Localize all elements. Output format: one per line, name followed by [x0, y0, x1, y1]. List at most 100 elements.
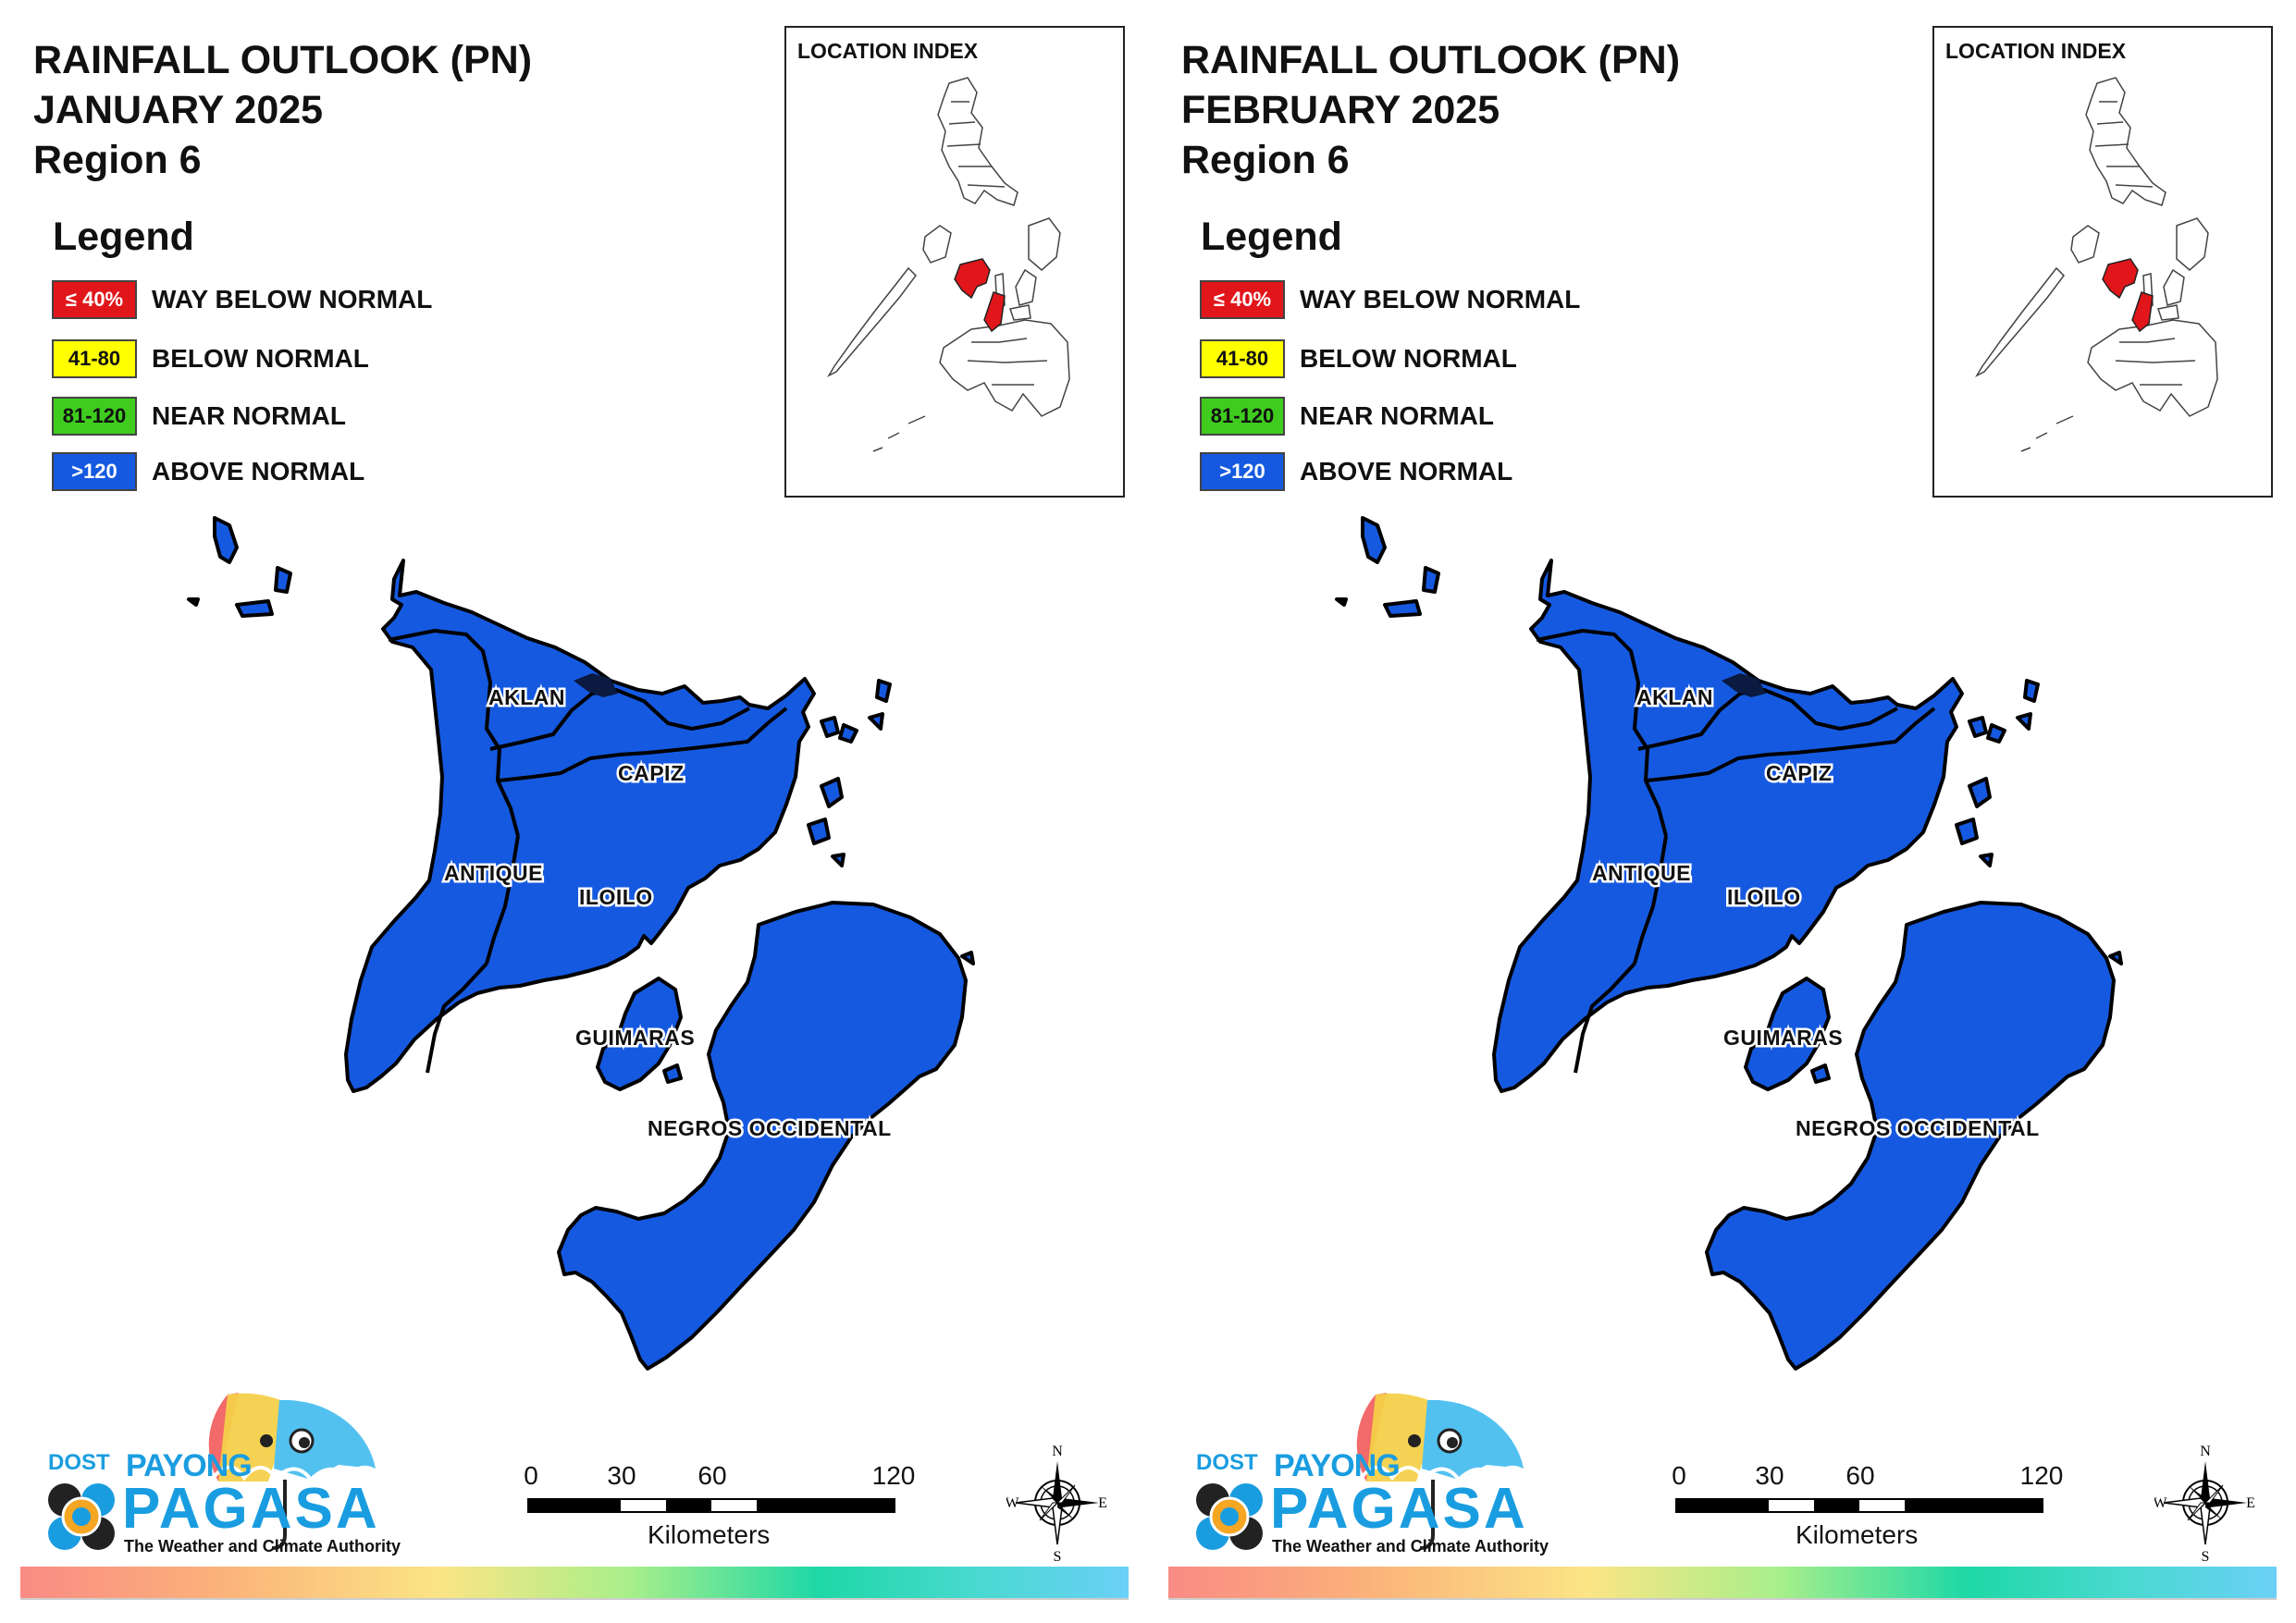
scale-unit-label: Kilometers	[648, 1520, 771, 1549]
svg-text:S: S	[1054, 1549, 1062, 1563]
logo-tagline: The Weather and Climate Authority	[1272, 1537, 1549, 1555]
philippines-index-map	[1975, 77, 2218, 452]
legend-swatch: >120	[1200, 452, 1285, 491]
border-capiz-iloilo	[499, 707, 788, 782]
scale-tick-label: 120	[2019, 1461, 2064, 1490]
province-label-iloilo: ILOILO	[579, 885, 653, 909]
island	[875, 679, 892, 703]
legend-label: WAY BELOW NORMAL	[152, 285, 433, 314]
island	[820, 716, 840, 738]
legend-label: NEAR NORMAL	[1300, 401, 1494, 430]
legend-label: BELOW NORMAL	[152, 344, 369, 373]
footer-gradient-bar	[20, 1567, 1129, 1598]
legend-label: WAY BELOW NORMAL	[1300, 285, 1581, 314]
logo-tagline: The Weather and Climate Authority	[124, 1537, 401, 1555]
negros-occidental	[557, 901, 968, 1371]
island	[662, 1064, 683, 1084]
island	[2016, 712, 2032, 731]
province-label-negros-occidental: NEGROS OCCIDENTAL	[648, 1116, 892, 1140]
scale-tick-label: 60	[697, 1461, 727, 1490]
scale-tick-label: 120	[871, 1461, 916, 1490]
logo-pagasa-text: PAGASA	[1270, 1477, 1528, 1541]
footer-baseline	[1168, 1598, 2277, 1600]
scale-tick-label: 0	[524, 1461, 538, 1490]
island	[1422, 566, 1440, 594]
border-antique-iloilo	[1633, 835, 1668, 965]
legend-heading: Legend	[1201, 215, 1342, 259]
logo-dost-text: DOST	[48, 1450, 110, 1475]
province-label-guimaras: GUIMARAS	[1723, 1026, 1843, 1050]
north-arrow-compass: N S W E	[2153, 1443, 2256, 1565]
scale-bar-graphic	[1675, 1498, 2043, 1513]
scale-tick-label: 30	[607, 1461, 636, 1490]
location-index-inset: LOCATION INDEX	[784, 26, 1125, 498]
title-line-2: JANUARY 2025	[33, 88, 324, 132]
province-label-antique: ANTIQUE	[444, 861, 543, 885]
logo-payong-text: PAYONG	[126, 1448, 253, 1483]
border-aklan-antique	[388, 629, 520, 837]
province-label-antique: ANTIQUE	[1592, 861, 1691, 885]
island	[868, 712, 884, 731]
island	[838, 723, 858, 744]
province-label-capiz: CAPIZ	[1766, 761, 1833, 785]
svg-text:S: S	[2202, 1549, 2210, 1563]
footer-gradient-bar	[1168, 1567, 2277, 1598]
island	[1361, 516, 1387, 564]
title-line-1: RAINFALL OUTLOOK (PN)	[1181, 38, 1681, 82]
scale-bar: 0 30 60 120 Kilometers	[1672, 1461, 2064, 1563]
scale-bar: 0 30 60 120 Kilometers	[524, 1461, 916, 1563]
island	[274, 566, 292, 594]
scale-unit-label: Kilometers	[1796, 1520, 1919, 1549]
negros-occidental	[1705, 901, 2116, 1371]
island	[213, 516, 239, 564]
island	[1979, 853, 1994, 867]
legend-item-near: 81-120 NEAR NORMAL	[52, 396, 346, 436]
island	[1986, 723, 2006, 744]
guimaras-island	[596, 977, 683, 1091]
title-line-3: Region 6	[1181, 138, 1350, 182]
legend-item-near: 81-120 NEAR NORMAL	[1200, 396, 1494, 436]
title-line-2: FEBRUARY 2025	[1181, 88, 1500, 132]
legend-swatch: 81-120	[1200, 397, 1285, 436]
island	[960, 951, 975, 965]
umbrella-icon	[1196, 1393, 1527, 1550]
svg-text:W: W	[1006, 1495, 1019, 1511]
region-6-map: AKLAN CAPIZ ANTIQUE ILOILO GUIMARAS NEGR…	[187, 516, 975, 1371]
province-label-aklan: AKLAN	[488, 685, 565, 709]
legend-item-below: 41-80 BELOW NORMAL	[52, 338, 369, 379]
province-label-negros-occidental: NEGROS OCCIDENTAL	[1796, 1116, 2040, 1140]
island	[2023, 679, 2040, 703]
legend-item-way-below: ≤ 40% WAY BELOW NORMAL	[1200, 279, 1580, 320]
aklan-urban-patch	[1722, 673, 1766, 697]
legend-swatch: ≤ 40%	[52, 280, 137, 319]
title-line-3: Region 6	[33, 138, 202, 182]
aklan-urban-patch	[574, 673, 618, 697]
pagasa-logo: DOST PAYONG PAGASA The Weather and Clima…	[1181, 1387, 1551, 1563]
island	[1955, 818, 1979, 845]
location-index-title: LOCATION INDEX	[1945, 39, 2127, 63]
title-line-1: RAINFALL OUTLOOK (PN)	[33, 38, 533, 82]
legend-item-above: >120 ABOVE NORMAL	[1200, 451, 1512, 492]
panel-january: RAINFALL OUTLOOK (PN) JANUARY 2025 Regio…	[20, 26, 1129, 1600]
province-label-capiz: CAPIZ	[618, 761, 685, 785]
province-label-guimaras: GUIMARAS	[575, 1026, 695, 1050]
legend-label: NEAR NORMAL	[152, 401, 346, 430]
legend-swatch: >120	[52, 452, 137, 491]
scale-bar-graphic	[527, 1498, 895, 1513]
logo-payong-text: PAYONG	[1274, 1448, 1401, 1483]
legend-swatch: 41-80	[1200, 339, 1285, 378]
island	[1810, 1064, 1831, 1084]
legend-swatch: 81-120	[52, 397, 137, 436]
scale-tick-label: 60	[1845, 1461, 1875, 1490]
svg-text:E: E	[2246, 1495, 2255, 1511]
guimaras-island	[1744, 977, 1831, 1091]
region-6-map: AKLAN CAPIZ ANTIQUE ILOILO GUIMARAS NEGR…	[1335, 516, 2123, 1371]
footer-baseline	[20, 1598, 1129, 1600]
island	[1968, 716, 1988, 738]
location-index-inset: LOCATION INDEX	[1932, 26, 2273, 498]
border-antique-iloilo-south	[1574, 962, 1636, 1074]
location-index-title: LOCATION INDEX	[797, 39, 979, 63]
island	[2108, 951, 2123, 965]
legend-label: ABOVE NORMAL	[1300, 457, 1513, 486]
border-aklan-antique	[1536, 629, 1668, 837]
